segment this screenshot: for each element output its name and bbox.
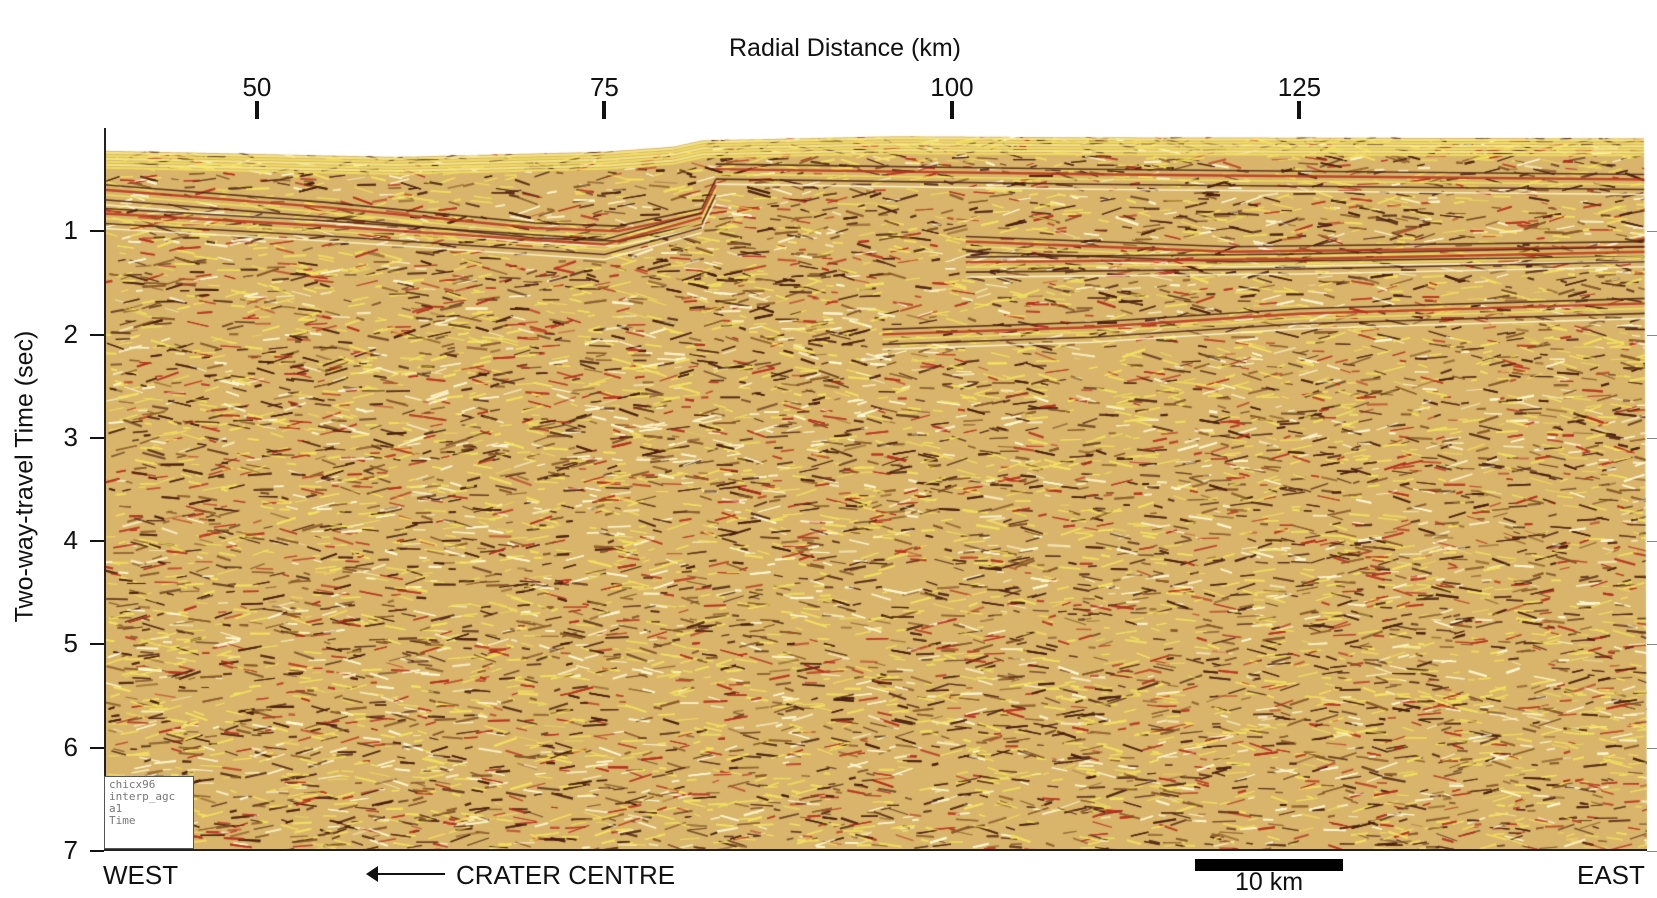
y-tick-label: 4 [63, 525, 78, 556]
y-tick-label: 7 [63, 835, 78, 865]
y-tick-mark [90, 230, 104, 233]
y-tick-mark [90, 643, 104, 646]
x-tick-label: 75 [589, 72, 619, 102]
x-tick-label: 100 [930, 72, 974, 102]
west-label: WEST [103, 860, 179, 890]
y-tick-mark-right [1647, 747, 1657, 749]
x-tick-mark [949, 101, 954, 119]
y-tick-mark-right [1647, 644, 1657, 646]
crater-centre-label: CRATER CENTRE [456, 860, 676, 890]
y-tick-label: 6 [63, 731, 78, 762]
y-tick-mark [90, 850, 104, 852]
y-tick-mark-right [1647, 851, 1657, 852]
y-tick-mark [90, 333, 104, 336]
plot-frame-bottom [104, 849, 1647, 851]
seismic-section-image [104, 128, 1647, 851]
scale-bar [1195, 859, 1343, 871]
x-tick-mark [254, 101, 259, 119]
y-tick-mark-right [1647, 334, 1657, 336]
y-tick-label: 1 [63, 215, 78, 246]
y-tick-mark [90, 540, 104, 543]
y-tick-label: 2 [63, 318, 78, 349]
section-info-line: interp_agc [109, 790, 176, 803]
y-tick-label: 5 [63, 628, 78, 659]
left-arrow-icon [366, 866, 378, 882]
y-tick-mark [90, 436, 104, 439]
y-axis-title: Two-way-travel Time (sec) [10, 330, 39, 623]
y-tick-label: 3 [63, 421, 78, 452]
east-label: EAST [1577, 860, 1645, 890]
scale-bar-label: 10 km [1234, 868, 1304, 896]
x-tick-mark [1297, 101, 1302, 119]
plot-frame-left [104, 128, 106, 851]
y-tick-mark-right [1647, 541, 1657, 543]
y-tick-mark-right [1647, 231, 1657, 233]
x-tick-label: 125 [1277, 72, 1322, 102]
x-tick-label: 50 [242, 72, 272, 102]
section-info-line: a1 [109, 802, 123, 815]
section-info-line: Time [109, 814, 136, 827]
arrow-shaft [375, 873, 445, 875]
y-tick-mark-right [1647, 437, 1657, 439]
x-tick-mark [602, 101, 607, 119]
y-tick-mark [90, 746, 104, 749]
section-info-box: chicx96 interp_agc a1 Time [104, 776, 194, 849]
x-axis-title: Radial Distance (km) [728, 34, 961, 62]
section-info-line: chicx96 [109, 778, 156, 791]
